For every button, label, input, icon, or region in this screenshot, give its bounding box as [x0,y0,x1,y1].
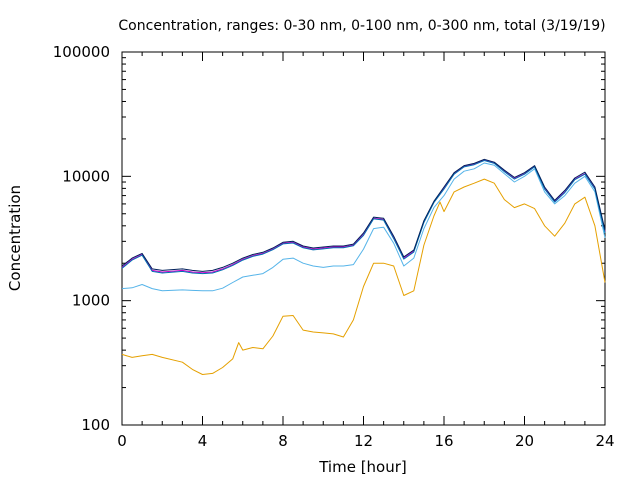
series-line-4 [121,160,606,275]
series-lines [121,158,606,375]
x-tick-label: 12 [354,432,373,450]
y-tick-label: 100000 [53,43,110,61]
series-line-5 [121,158,606,272]
series-line-2 [121,162,606,292]
x-tick-label: 24 [595,432,614,450]
x-tick-label: 0 [117,432,127,450]
x-axis-label: Time [hour] [318,458,407,476]
y-tick-label: 100 [81,416,110,434]
x-tick-label: 8 [278,432,288,450]
chart-title: Concentration, ranges: 0-30 nm, 0-100 nm… [118,18,605,34]
x-tick-label: 16 [434,432,453,450]
x-tick-label: 20 [515,432,534,450]
x-tick-label: 4 [198,432,208,450]
x-axis: 0 4 8 12 16 20 24 [117,52,615,450]
plot-frame [121,51,606,426]
y-axis: 100 1000 10000 100000 [53,43,605,434]
y-tick-label: 1000 [72,292,110,310]
y-tick-label: 10000 [62,167,110,185]
y-axis-label: Concentration [6,185,24,291]
series-line-3 [121,159,606,274]
series-line-1 [121,178,606,375]
